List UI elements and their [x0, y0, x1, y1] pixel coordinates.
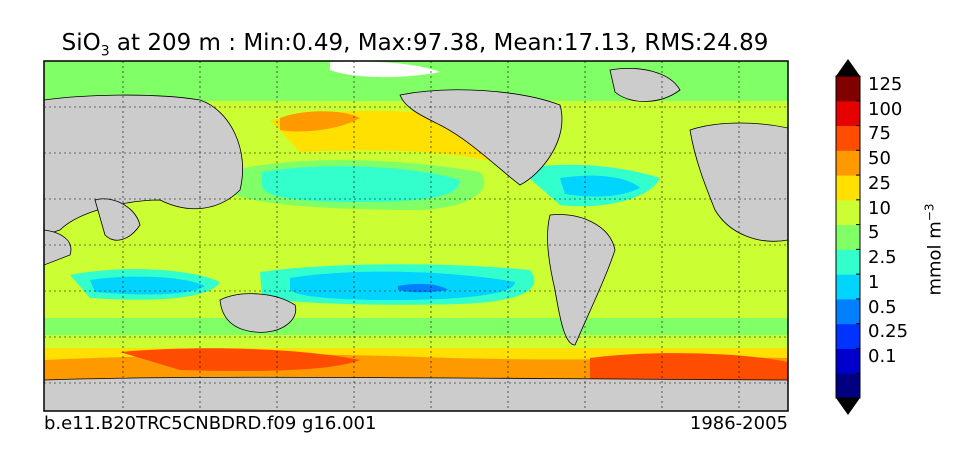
colorbar-extend-max [836, 59, 860, 76]
colorbar-segment-9 [836, 150, 860, 176]
colorbar-segment-2 [836, 323, 860, 349]
missing-data-arctic [330, 61, 440, 78]
colorbar-label-9: 75 [868, 123, 891, 145]
colorbar-label-5: 5 [868, 222, 880, 244]
colorbar [835, 59, 861, 415]
colorbar-segment-12 [836, 76, 860, 102]
colorbar-segment-1 [836, 348, 860, 374]
colorbar-segment-6 [836, 224, 860, 250]
colorbar-extend-min [836, 398, 860, 415]
greenland-land [609, 68, 681, 102]
colorbar-segment-5 [836, 249, 860, 275]
map-frame [43, 60, 789, 412]
colorbar-segment-8 [836, 175, 860, 201]
map-title: SiO3 at 209 m : Min:0.49, Max:97.38, Mea… [61, 30, 769, 60]
map-panel [44, 61, 788, 411]
colorbar-label-7: 25 [868, 172, 891, 194]
africa-edge-land [44, 229, 72, 266]
sargasso-low [560, 175, 640, 197]
north-pacific-gyre [262, 166, 460, 202]
colorbar-segment-4 [836, 274, 860, 300]
north-america-land [399, 89, 563, 186]
colorbar-label-6: 10 [868, 197, 891, 219]
colorbar-frame [835, 75, 861, 399]
colorbar-label-8: 50 [868, 148, 891, 170]
colorbar-segment-10 [836, 125, 860, 151]
colorbar-segment-11 [836, 100, 860, 127]
colorbar-label-4: 2.5 [868, 247, 897, 269]
colorbar-label-0: 0.1 [868, 346, 897, 368]
colorbar-segment-7 [836, 199, 860, 226]
case-name: b.e11.B20TRC5CNBDRD.f09 g16.001 [44, 413, 377, 434]
colorbar-segment-0 [836, 373, 860, 399]
colorbar-label-11: 125 [868, 73, 903, 95]
colorbar-label-1: 0.25 [868, 321, 909, 343]
colorbar-label-10: 100 [868, 98, 903, 120]
colorbar-segment-3 [836, 298, 860, 325]
indian-ocean-low [90, 276, 205, 295]
time-period: 1986-2005 [689, 413, 788, 434]
land [44, 68, 788, 411]
colorbar-label-2: 0.5 [868, 296, 897, 318]
okhotsk-high [280, 111, 360, 132]
antarctica-land [44, 376, 788, 411]
south-america-land [547, 214, 616, 346]
southern-ocean-band-75-a [120, 348, 360, 371]
colorbar-units: mmol m−3 [922, 203, 946, 296]
map-grid [44, 61, 788, 411]
colorbar-label-3: 1 [868, 271, 880, 293]
india-land [94, 198, 141, 241]
south-pacific-gyre-core [398, 283, 448, 293]
